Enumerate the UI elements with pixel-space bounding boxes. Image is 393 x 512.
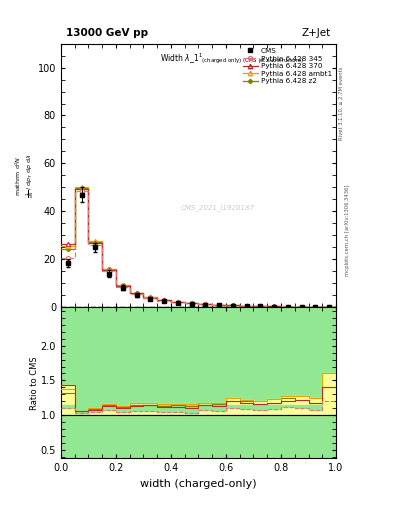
Y-axis label: $\mathrm{mathrm\ d}^2N$
$\frac{1}{\mathrm{d}N}\ /\ \mathrm{d}p_T\ \mathrm{d}p\ \: $\mathrm{mathrm\ d}^2N$ $\frac{1}{\mathr… [13, 153, 36, 198]
Text: Rivet 3.1.10, ≥ 2.7M events: Rivet 3.1.10, ≥ 2.7M events [339, 67, 343, 140]
Y-axis label: Ratio to CMS: Ratio to CMS [30, 356, 39, 410]
X-axis label: width (charged-only): width (charged-only) [140, 479, 257, 488]
Legend: CMS, Pythia 6.428 345, Pythia 6.428 370, Pythia 6.428 ambt1, Pythia 6.428 z2: CMS, Pythia 6.428 345, Pythia 6.428 370,… [241, 45, 334, 88]
Text: mcplots.cern.ch [arXiv:1306.3436]: mcplots.cern.ch [arXiv:1306.3436] [345, 185, 350, 276]
Text: 13000 GeV pp: 13000 GeV pp [66, 28, 149, 38]
Text: Z+Jet: Z+Jet [301, 28, 331, 38]
Text: Width $\lambda\_1^1$$_{\sf (charged\ only)\ (CMS\ jet\ substructure)}$: Width $\lambda\_1^1$$_{\sf (charged\ onl… [160, 51, 304, 66]
Text: CMS_2021_I1920187: CMS_2021_I1920187 [181, 204, 255, 210]
